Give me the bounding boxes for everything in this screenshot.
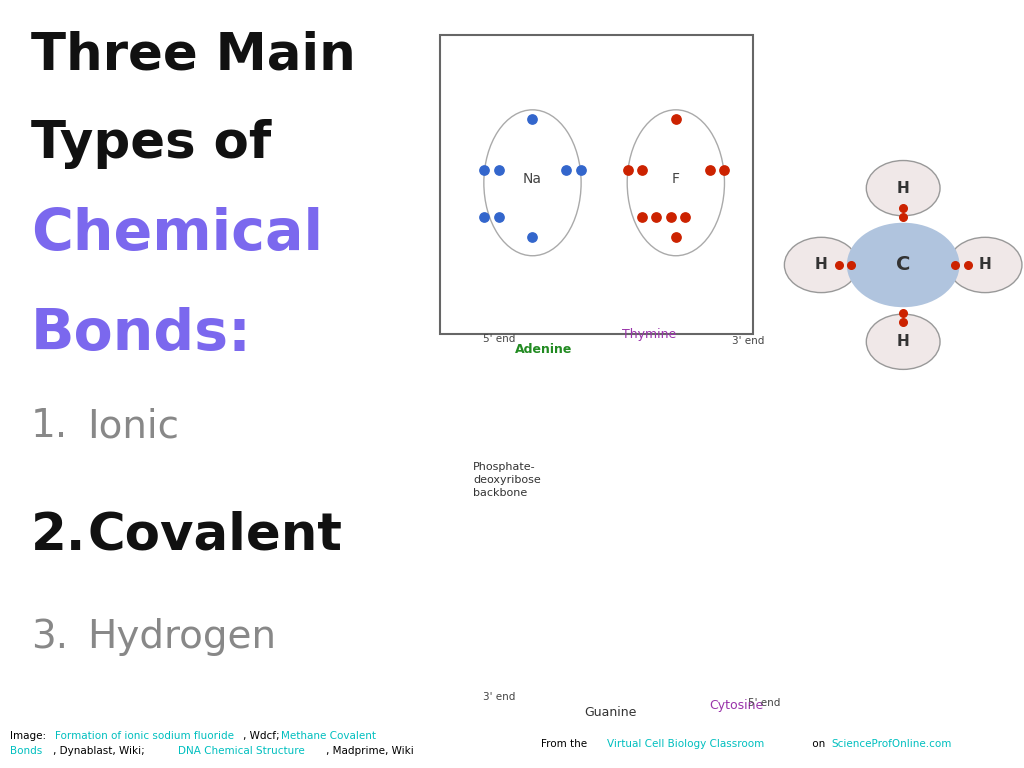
Text: H: H — [897, 334, 909, 349]
Point — [634, 164, 650, 177]
Circle shape — [948, 237, 1022, 293]
Point — [490, 210, 507, 223]
Text: Virtual Cell Biology Classroom: Virtual Cell Biology Classroom — [607, 739, 765, 750]
Text: Phosphate-
deoxyribose
backbone: Phosphate- deoxyribose backbone — [473, 462, 541, 498]
Ellipse shape — [484, 110, 582, 256]
Point — [634, 210, 650, 223]
Text: 1.: 1. — [31, 407, 68, 445]
Text: on: on — [809, 739, 828, 750]
Point — [959, 259, 976, 271]
Point — [490, 164, 507, 177]
Point — [895, 306, 911, 319]
Text: Types of: Types of — [31, 119, 271, 169]
Text: Thymine: Thymine — [622, 328, 676, 340]
Text: From the: From the — [541, 739, 593, 750]
Circle shape — [866, 161, 940, 216]
Point — [895, 211, 911, 223]
Text: Guanine: Guanine — [585, 707, 637, 719]
Text: Cytosine: Cytosine — [710, 699, 764, 711]
Text: 2.: 2. — [31, 511, 86, 561]
Text: Covalent: Covalent — [87, 511, 342, 561]
Text: ScienceProfOnline.com: ScienceProfOnline.com — [831, 739, 952, 750]
Text: , Dynablast, Wiki;: , Dynablast, Wiki; — [53, 746, 152, 756]
Point — [620, 164, 636, 177]
Text: C: C — [896, 256, 910, 274]
Text: Na: Na — [523, 172, 542, 186]
Point — [716, 164, 732, 177]
Circle shape — [784, 237, 858, 293]
Point — [524, 113, 541, 125]
Point — [663, 210, 679, 223]
Ellipse shape — [627, 110, 725, 256]
Point — [895, 316, 911, 328]
Point — [895, 202, 911, 214]
Point — [947, 259, 964, 271]
Point — [476, 164, 493, 177]
Point — [830, 259, 847, 271]
Point — [572, 164, 589, 177]
Text: Three Main: Three Main — [31, 31, 355, 81]
Point — [476, 210, 493, 223]
Text: F: F — [672, 172, 680, 186]
Text: Bonds:: Bonds: — [31, 307, 252, 362]
Text: H: H — [897, 180, 909, 196]
Point — [648, 210, 665, 223]
Text: 5' end: 5' end — [748, 697, 780, 708]
Text: 3' end: 3' end — [732, 336, 765, 346]
Circle shape — [847, 223, 959, 307]
Text: , Wdcf;: , Wdcf; — [243, 730, 283, 741]
Text: , Madprime, Wiki: , Madprime, Wiki — [326, 746, 414, 756]
FancyBboxPatch shape — [440, 35, 753, 334]
Text: DNA Chemical Structure: DNA Chemical Structure — [178, 746, 305, 756]
Text: Bonds: Bonds — [10, 746, 42, 756]
Point — [524, 230, 541, 243]
Point — [677, 210, 693, 223]
Text: Adenine: Adenine — [515, 343, 572, 356]
Text: Hydrogen: Hydrogen — [87, 618, 276, 656]
Point — [701, 164, 718, 177]
Text: Chemical: Chemical — [31, 207, 323, 263]
Text: 3' end: 3' end — [483, 691, 516, 702]
Text: H: H — [979, 257, 991, 273]
Circle shape — [866, 314, 940, 369]
Text: Methane Covalent: Methane Covalent — [281, 730, 376, 741]
Text: Ionic: Ionic — [87, 407, 179, 445]
Text: H: H — [815, 257, 827, 273]
Text: Formation of ionic sodium fluoride: Formation of ionic sodium fluoride — [55, 730, 234, 741]
Text: 3.: 3. — [31, 618, 68, 656]
Point — [843, 259, 859, 271]
Text: Image:: Image: — [10, 730, 49, 741]
Point — [668, 230, 684, 243]
Point — [668, 113, 684, 125]
Text: 5' end: 5' end — [483, 334, 516, 345]
Point — [558, 164, 574, 177]
